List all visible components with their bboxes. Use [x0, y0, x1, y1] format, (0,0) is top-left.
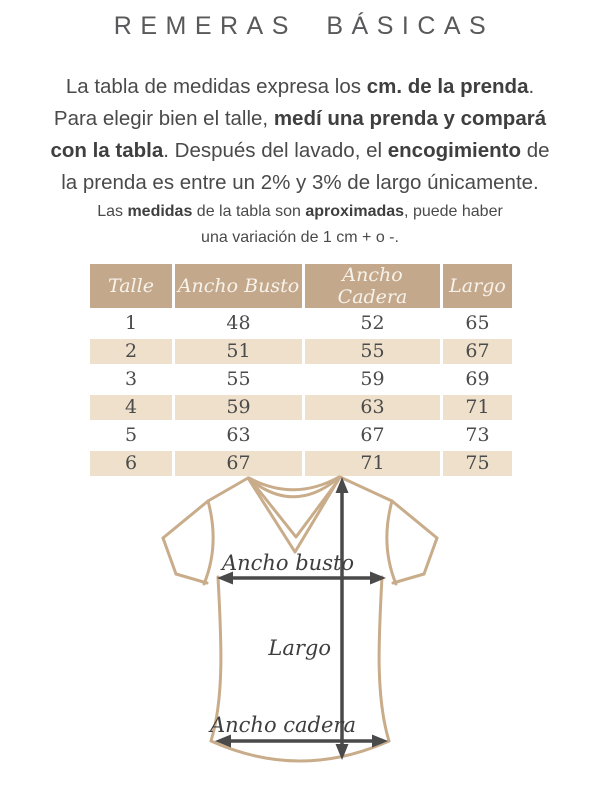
- intro-text: La tabla de medidas expresa los cm. de l…: [0, 71, 600, 251]
- size-table-cell: 67: [443, 339, 512, 364]
- intro-note-lines: Las medidas de la tabla son aproximadas,…: [0, 199, 600, 251]
- bottom-hem: [209, 739, 391, 763]
- size-table-cell: 63: [305, 395, 440, 420]
- bust-arrow-head-left: [217, 571, 233, 585]
- size-table-header-cell: Talle: [90, 264, 172, 308]
- page-title: REMERAS BÁSICAS: [113, 12, 495, 40]
- emphasized-text: aproximadas: [305, 203, 405, 220]
- size-table-cell: 52: [305, 311, 440, 336]
- vneck-outer: [246, 475, 342, 554]
- plain-text: Las: [97, 203, 128, 220]
- size-table-cell: 1: [90, 311, 172, 336]
- armhole-right: [385, 499, 398, 586]
- length-arrow-head-top: [335, 477, 349, 493]
- note-line: una variación de 1 cm + o -.: [0, 225, 600, 251]
- size-table-header-cell: Largo: [443, 264, 512, 308]
- hip-arrow-head-right: [372, 734, 388, 748]
- tshirt-measurement-diagram: Ancho busto Largo Ancho cadera: [161, 475, 439, 763]
- plain-text: , puede haber: [404, 203, 503, 220]
- size-table-row: 5 63 67 73: [90, 423, 512, 448]
- size-table-header-cell: Ancho Cadera: [305, 264, 440, 308]
- size-table-cell: 4: [90, 395, 172, 420]
- size-table-cell: 5: [90, 423, 172, 448]
- length-label: Largo: [267, 636, 331, 660]
- sleeve-right-hem: [391, 572, 426, 585]
- intro-line: la prenda es entre un 2% y 3% de largo ú…: [0, 167, 600, 199]
- emphasized-text: medí una prenda y compará: [273, 107, 547, 130]
- collar-back-outer: [247, 475, 341, 492]
- plain-text: una variación de 1 cm + o -.: [201, 229, 399, 246]
- intro-line: con la tabla. Después del lavado, el enc…: [0, 135, 600, 167]
- emphasized-text: encogimiento: [387, 139, 522, 162]
- plain-text: .: [528, 75, 535, 98]
- size-table-cell: 67: [175, 451, 302, 476]
- length-arrow-head-bottom: [335, 744, 349, 760]
- size-table-cell: 67: [305, 423, 440, 448]
- size-table-row: 1 48 52 65: [90, 311, 512, 336]
- vneck-inner: [251, 480, 339, 539]
- size-table-cell: 65: [443, 311, 512, 336]
- intro-line: Para elegir bien el talle, medí una pren…: [0, 103, 600, 135]
- sleeve-right-edge: [422, 536, 439, 576]
- length-arrow: [335, 477, 349, 760]
- emphasized-text: cm. de la prenda: [366, 75, 529, 98]
- plain-text: La tabla de medidas expresa los: [65, 75, 367, 98]
- shoulder-seam-right: [338, 475, 394, 503]
- size-table: Talle Ancho Busto Ancho Cadera Largo 1 48 52 6…: [87, 261, 515, 479]
- intro-line: La tabla de medidas expresa los cm. de l…: [0, 71, 600, 103]
- size-table-cell: 55: [175, 367, 302, 392]
- sleeve-right-top: [390, 499, 439, 540]
- size-table-cell: 73: [443, 423, 512, 448]
- size-table-cell: 71: [305, 451, 440, 476]
- hip-arrow-head-left: [215, 734, 231, 748]
- collar-back-inner: [250, 478, 338, 499]
- armhole-left: [202, 499, 215, 586]
- body-side-right: [377, 575, 391, 743]
- size-table-row: 6 67 71 75: [90, 451, 512, 476]
- size-table-cell: 48: [175, 311, 302, 336]
- emphasized-text: con la tabla: [50, 139, 164, 162]
- sleeve-left-hem: [174, 572, 209, 585]
- size-table-header-cell: Ancho Busto: [175, 264, 302, 308]
- size-table-cell: 75: [443, 451, 512, 476]
- sleeve-left-edge: [161, 536, 178, 576]
- hip-width-label: Ancho cadera: [208, 713, 356, 737]
- bust-width-label: Ancho busto: [220, 551, 354, 575]
- sleeve-left-top: [161, 499, 210, 540]
- note-line: Las medidas de la tabla son aproximadas,…: [0, 199, 600, 225]
- bust-arrow-head-right: [370, 571, 386, 585]
- size-table-cell: 59: [175, 395, 302, 420]
- size-table-header-row: Talle Ancho Busto Ancho Cadera Largo: [90, 264, 512, 308]
- tshirt-outline: [161, 475, 439, 763]
- size-table-cell: 2: [90, 339, 172, 364]
- size-table-cell: 55: [305, 339, 440, 364]
- size-table-cell: 6: [90, 451, 172, 476]
- size-table-row: 2 51 55 67: [90, 339, 512, 364]
- shoulder-seam-left: [206, 476, 250, 503]
- plain-text: de la tabla son: [192, 203, 306, 220]
- size-table-cell: 51: [175, 339, 302, 364]
- size-table-cell: 59: [305, 367, 440, 392]
- size-table-cell: 63: [175, 423, 302, 448]
- plain-text: Para elegir bien el talle,: [53, 107, 274, 130]
- emphasized-text: medidas: [127, 203, 193, 220]
- plain-text: la prenda es entre un 2% y 3% de largo ú…: [61, 171, 539, 194]
- size-table-row: 3 55 59 69: [90, 367, 512, 392]
- bust-width-arrow: [217, 571, 386, 585]
- size-table-cell: 71: [443, 395, 512, 420]
- intro-main-lines: La tabla de medidas expresa los cm. de l…: [0, 71, 600, 199]
- size-table-row: 4 59 63 71: [90, 395, 512, 420]
- plain-text: de: [521, 139, 550, 162]
- hip-width-arrow: [215, 734, 388, 748]
- size-table-cell: 69: [443, 367, 512, 392]
- size-table-cell: 3: [90, 367, 172, 392]
- plain-text: . Después del lavado, el: [163, 139, 388, 162]
- body-side-left: [209, 575, 223, 743]
